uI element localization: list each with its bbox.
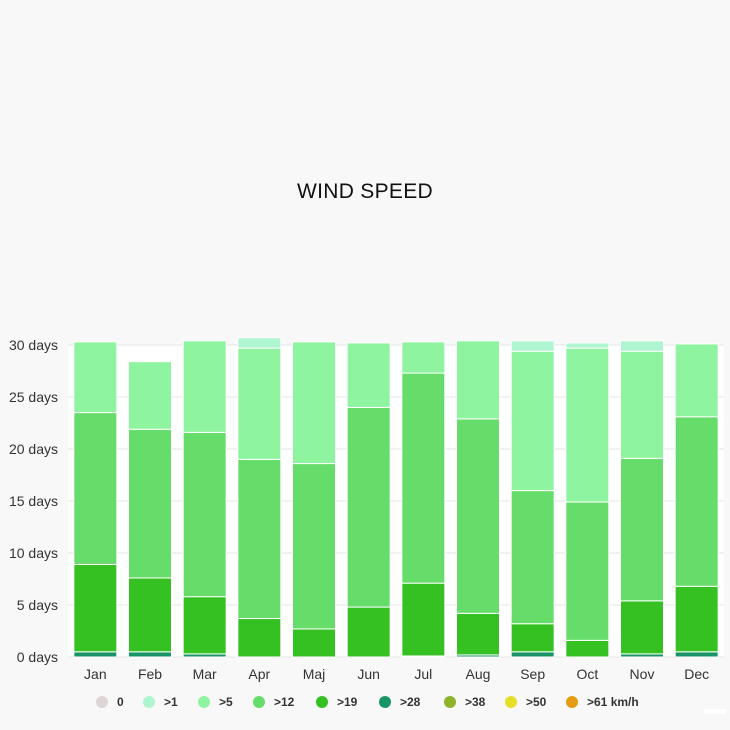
wind-speed-chart: 0 days 5 days 10 days 15 days 20 days 25 days… <box>9 337 724 682</box>
y-tick-label: 20 days <box>9 441 58 457</box>
legend-label: >38 <box>465 695 486 709</box>
bar-segment <box>620 600 664 655</box>
bar-segment <box>456 418 500 614</box>
bar-segment <box>182 340 227 433</box>
y-tick-label: 5 days <box>17 597 58 613</box>
bar-segment <box>237 337 282 349</box>
y-tick-label: 10 days <box>9 545 58 561</box>
bar-segment <box>456 340 500 420</box>
legend-label: >28 <box>400 695 421 709</box>
legend-swatch <box>253 696 265 708</box>
legend-item[interactable]: >19 <box>316 695 357 709</box>
bar-segment <box>346 342 391 408</box>
x-tick-label: Jan <box>84 666 107 682</box>
bar-segment <box>674 343 719 418</box>
legend-swatch <box>379 696 391 708</box>
legend-swatch <box>96 696 108 708</box>
legend-item[interactable]: >61 km/h <box>566 695 639 709</box>
bar-segment <box>620 457 664 602</box>
bar-segment <box>182 431 227 598</box>
bar-segment <box>401 582 446 657</box>
legend-item[interactable]: >12 <box>253 695 294 709</box>
legend-item[interactable]: 0 <box>96 695 124 709</box>
bar-segment <box>128 428 172 579</box>
bar-segment <box>237 347 282 460</box>
legend-label: >50 <box>526 695 547 709</box>
x-tick-label: Oct <box>576 666 598 682</box>
bar-segment <box>674 651 719 658</box>
bar-segment <box>510 490 555 625</box>
x-tick-label: Jul <box>414 666 432 682</box>
x-tick-label: Feb <box>138 666 162 682</box>
bar-segment <box>401 372 446 584</box>
bar-segment <box>565 501 610 641</box>
bar-segment <box>401 341 446 374</box>
legend-swatch <box>316 696 328 708</box>
bar-segment <box>128 361 172 430</box>
bar-segment <box>510 350 555 492</box>
legend-swatch <box>566 696 578 708</box>
bar-segment <box>674 585 719 653</box>
y-tick-label: 30 days <box>9 337 58 353</box>
x-tick-label: Mar <box>193 666 217 682</box>
credit-mark <box>704 709 726 714</box>
legend-item[interactable]: >1 <box>143 695 178 709</box>
legend-item[interactable]: >38 <box>444 695 485 709</box>
bar-segment <box>128 577 172 653</box>
x-tick-label: Apr <box>248 666 270 682</box>
legend-label: >12 <box>274 695 295 709</box>
bar-segment <box>73 341 118 414</box>
legend-label: 0 <box>117 695 124 709</box>
legend-label: >19 <box>337 695 358 709</box>
legend-swatch <box>444 696 456 708</box>
legend-label: >5 <box>219 695 233 709</box>
bar-segment <box>73 412 118 565</box>
legend-label: >61 km/h <box>587 695 639 709</box>
y-tick-label: 15 days <box>9 493 58 509</box>
bar-segment <box>456 612 500 656</box>
bar-segment <box>128 651 172 658</box>
bar-segment <box>565 342 610 349</box>
legend-item[interactable]: >5 <box>198 695 233 709</box>
bar-segment <box>620 340 664 352</box>
bar-segment <box>182 596 227 655</box>
x-tick-label: Maj <box>303 666 326 682</box>
bar-segment <box>73 563 118 653</box>
bar-segment <box>510 340 555 352</box>
bar-segment <box>292 463 336 630</box>
bar-segment <box>565 639 610 658</box>
bar-segment <box>237 458 282 620</box>
x-tick-label: Aug <box>466 666 491 682</box>
legend-label: >1 <box>164 695 178 709</box>
bar-segment <box>346 606 391 658</box>
x-tick-label: Jun <box>357 666 380 682</box>
bar-segment <box>565 347 610 503</box>
legend-swatch <box>505 696 517 708</box>
bar-segment <box>620 350 664 459</box>
bar-segment <box>73 651 118 658</box>
bar-segment <box>292 628 336 658</box>
legend-item[interactable]: >28 <box>379 695 420 709</box>
x-tick-label: Dec <box>684 666 709 682</box>
chart-legend: 0 >1 >5 >12 >19 >28 >38 >50 >61 km/h <box>0 695 730 715</box>
legend-swatch <box>143 696 155 708</box>
bar-segment <box>510 623 555 653</box>
x-tick-label: Nov <box>630 666 655 682</box>
x-tick-label: Sep <box>520 666 545 682</box>
bar-segment <box>237 618 282 658</box>
legend-item[interactable]: >50 <box>505 695 546 709</box>
bar-segment <box>674 416 719 587</box>
chart-title: WIND SPEED <box>296 180 433 203</box>
y-tick-label: 0 days <box>17 649 58 665</box>
bar-segment <box>346 406 391 608</box>
legend-swatch <box>198 696 210 708</box>
bar-segment <box>292 341 336 465</box>
y-tick-label: 25 days <box>9 389 58 405</box>
bar-segment <box>510 651 555 658</box>
